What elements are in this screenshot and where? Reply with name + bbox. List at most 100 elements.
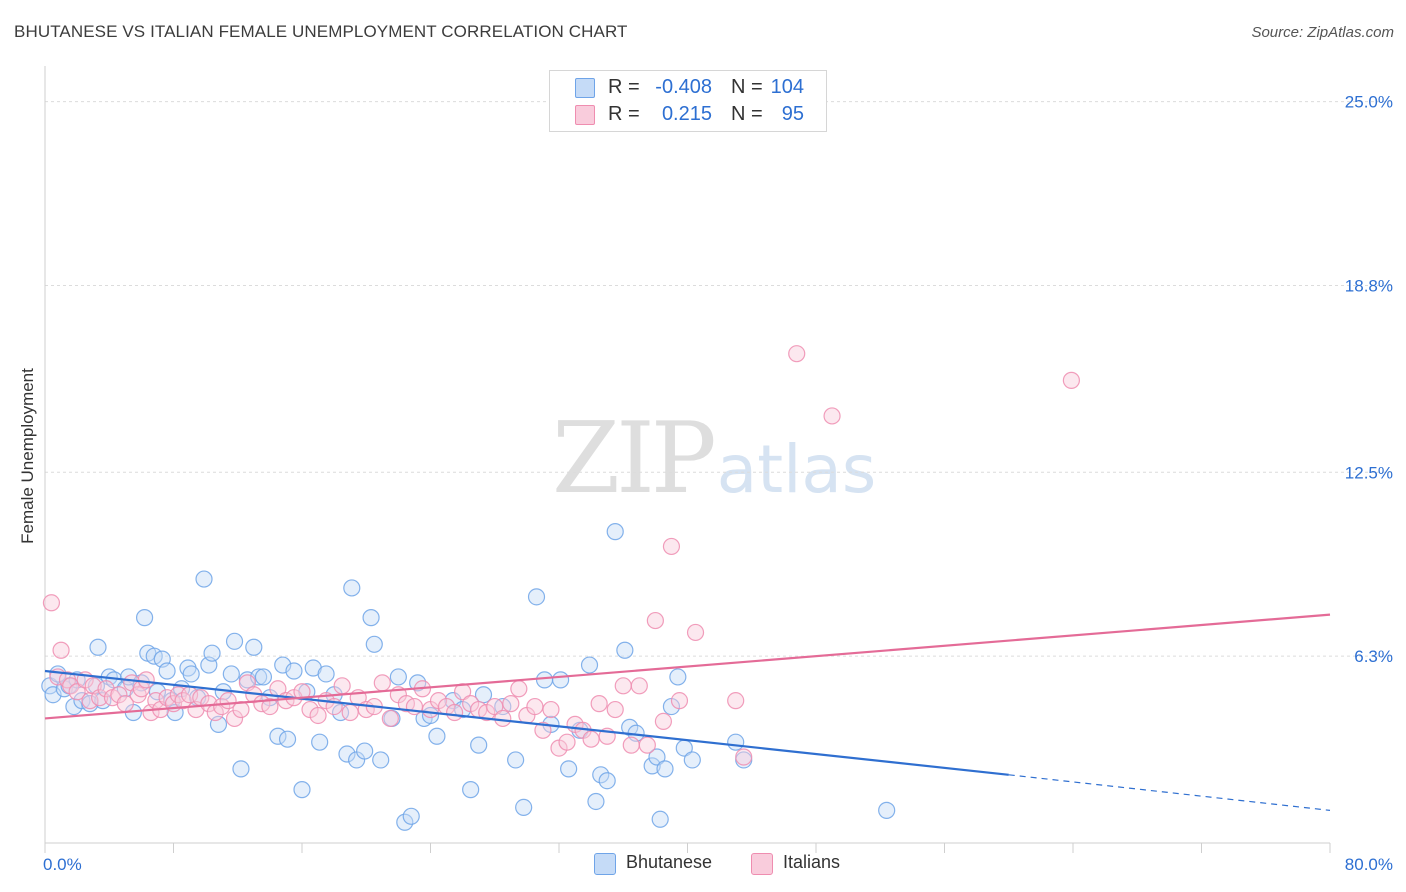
legend-n-label: N = [731,76,763,98]
data-point-italians [261,697,279,716]
data-point-italians [174,692,192,710]
data-point-italians [590,695,608,713]
data-point-bhutanese [402,807,420,825]
data-point-italians [526,697,544,716]
data-point-italians [558,733,576,751]
data-point-bhutanese [269,727,287,745]
data-point-bhutanese [362,609,380,627]
data-point-italians [646,611,664,630]
data-point-bhutanese [203,644,221,662]
data-point-bhutanese [878,801,896,819]
trendline-italians [44,613,1331,720]
y-tick-label: 18.8% [1345,276,1393,295]
zipatlas-watermark: ZIPatlas [552,402,877,516]
data-point-italians [373,674,391,692]
legend-swatch-italians [751,853,773,875]
data-point-italians [52,641,70,659]
data-point-italians [510,680,528,698]
source-label: Source: ZipAtlas.com [1251,24,1394,41]
data-point-bhutanese [648,748,666,766]
trendline-bhutanese-extension [1008,774,1331,811]
data-point-bhutanese [470,736,488,754]
data-point-bhutanese [225,632,244,650]
data-point-bhutanese [293,781,311,799]
data-point-bhutanese [606,523,624,541]
data-point-bhutanese [616,641,634,659]
data-point-italians [42,594,61,612]
legend-n-label: N = [731,103,763,125]
data-point-italians [333,677,351,695]
data-point-bhutanese [727,733,745,751]
data-point-bhutanese [158,662,176,680]
data-point-italians [309,706,327,725]
data-point-bhutanese [621,718,639,736]
data-point-bhutanese [507,751,525,769]
data-point-italians [502,695,520,713]
data-point-bhutanese [365,635,383,653]
data-point-italians [727,692,745,710]
legend-swatch-italians [575,105,595,125]
data-point-italians [662,537,681,556]
data-point-bhutanese [462,781,480,799]
legend-n-value: 95 [781,103,804,125]
data-point-bhutanese [285,662,303,680]
data-point-bhutanese [182,665,200,683]
data-point-bhutanese [232,760,250,778]
data-point-italians [735,748,753,766]
x-tick-label: 80.0% [1345,855,1393,874]
data-point-bhutanese [331,703,350,722]
data-point-italians [582,730,600,748]
data-point-bhutanese [552,671,570,689]
data-point-bhutanese [278,730,297,748]
legend-swatch-bhutanese [575,78,595,98]
legend-n-value: 104 [770,76,804,98]
data-point-italians [630,677,648,695]
data-point-italians [823,407,841,425]
data-point-italians [381,709,399,728]
data-point-italians [341,703,359,722]
data-point-bhutanese [343,579,361,597]
data-point-italians [110,686,128,704]
data-point-italians [225,709,244,728]
trendline-bhutanese [44,669,1009,776]
data-point-italians [542,700,560,719]
legend-row-bhutanese: R = -0.408 N = 104 [550,74,826,100]
correlation-legend: R = -0.408 N = 104 R = 0.215 N = 95 [549,70,827,132]
data-point-bhutanese [643,757,661,775]
data-point-italians [91,689,109,707]
y-tick-label: 25.0% [1345,93,1393,112]
data-point-italians [622,736,640,754]
data-point-bhutanese [598,772,616,790]
data-point-bhutanese [560,760,578,778]
data-point-italians [534,721,552,739]
data-point-bhutanese [222,665,240,683]
data-point-bhutanese [535,671,554,689]
y-tick-label: 12.5% [1345,463,1393,482]
data-point-italians [788,345,806,363]
data-point-italians [68,683,86,701]
data-point-bhutanese [587,792,605,811]
data-point-bhutanese [669,668,687,686]
legend-r-value: -0.408 [655,76,712,98]
data-point-bhutanese [135,609,154,627]
legend-label-bhutanese: Bhutanese [626,852,713,872]
data-point-italians [606,700,624,719]
data-point-bhutanese [389,668,407,686]
data-point-bhutanese [356,742,374,760]
data-point-bhutanese [254,668,273,686]
data-point-bhutanese [651,810,669,828]
data-point-italians [494,709,512,728]
data-point-italians [445,703,464,722]
data-point-bhutanese [396,813,414,831]
data-point-italians [213,697,231,716]
data-point-italians [670,692,689,710]
data-point-italians [654,712,673,731]
legend-swatch-bhutanese [594,853,616,875]
series-legend: Bhutanese Italians [0,852,1406,878]
legend-row-italians: R = 0.215 N = 95 [550,101,826,127]
legend-r-label: R = [608,103,640,125]
data-point-bhutanese [195,570,213,588]
data-point-bhutanese [683,751,701,769]
data-point-bhutanese [372,751,390,769]
